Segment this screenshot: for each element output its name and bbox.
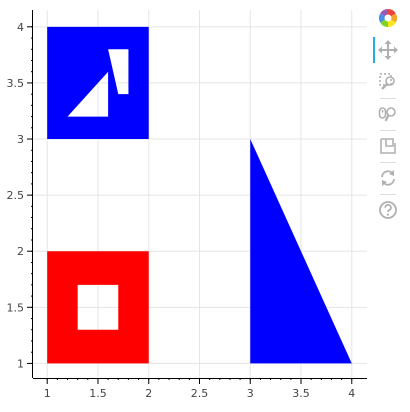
y-tick-label: 2.5 [7, 189, 25, 202]
toolbar-divider [380, 98, 396, 99]
y-tick-label: 1 [17, 357, 24, 370]
x-tick-label: 1 [44, 387, 51, 400]
toolbar [372, 6, 404, 226]
y-tick-label: 1.5 [7, 301, 25, 314]
y-tick-label: 3.5 [7, 77, 25, 90]
x-tick-label: 2.5 [191, 387, 209, 400]
toolbar-divider [380, 162, 396, 163]
shape-0[interactable] [47, 26, 149, 140]
shape-1[interactable] [47, 251, 149, 364]
x-tick-label: 3.5 [292, 387, 310, 400]
wheel-zoom-icon[interactable] [376, 102, 400, 126]
active-tool-indicator [373, 37, 375, 63]
reset-icon[interactable] [376, 166, 400, 190]
x-tick-label: 1.5 [89, 387, 107, 400]
x-tick-label: 2 [145, 387, 152, 400]
toolbar-divider [380, 194, 396, 195]
axes: 1 1.5 2 2.5 3 3.5 4 1 1.5 2 2.5 3 3.5 4 [7, 10, 367, 400]
shape-2[interactable] [250, 139, 352, 364]
x-tick-label: 4 [348, 387, 355, 400]
x-tick-label: 3 [247, 387, 254, 400]
box-zoom-icon[interactable] [376, 70, 400, 94]
chart-area[interactable]: 1 1.5 2 2.5 3 3.5 4 1 1.5 2 2.5 3 3.5 4 [0, 0, 370, 412]
y-tick-label: 2 [17, 245, 24, 258]
pan-icon[interactable] [376, 38, 400, 62]
bokeh-logo-icon[interactable] [376, 6, 400, 30]
y-tick-label: 3 [17, 133, 24, 146]
shape-layer [47, 26, 352, 364]
y-tick-label: 4 [17, 21, 24, 34]
toolbar-divider [380, 130, 396, 131]
save-icon[interactable] [376, 134, 400, 158]
help-icon[interactable] [376, 198, 400, 222]
